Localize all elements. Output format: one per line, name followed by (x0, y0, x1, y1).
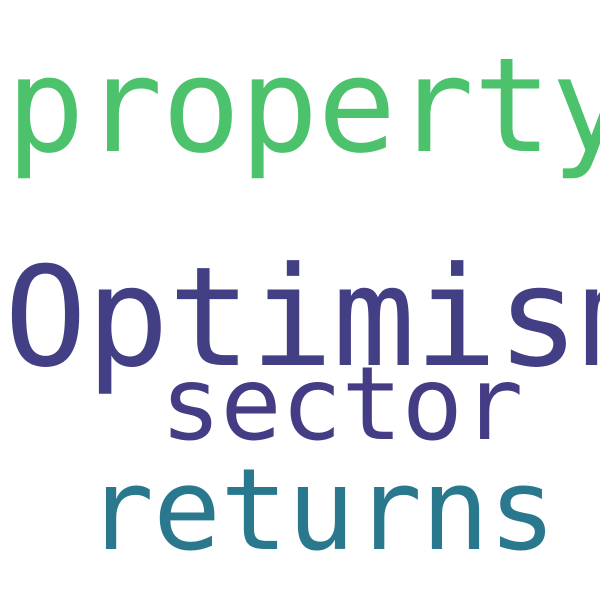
word-sector: sector (160, 345, 523, 464)
word-property: property (6, 29, 600, 182)
word-optimism: Optimism (4, 237, 600, 398)
word-returns: returns (86, 444, 556, 576)
